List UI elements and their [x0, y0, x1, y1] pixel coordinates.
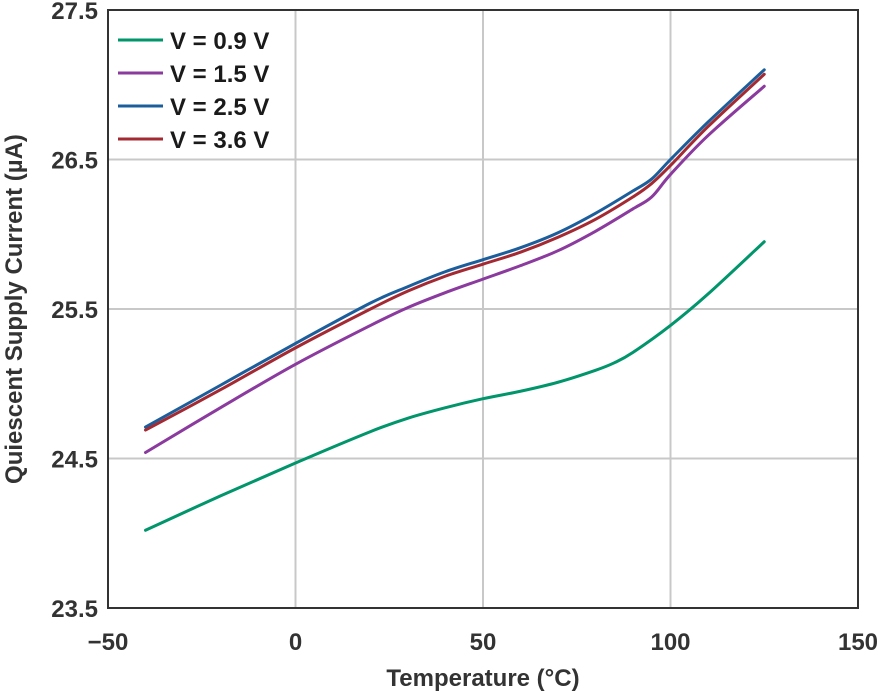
x-tick-label: −50 [88, 629, 129, 656]
x-tick-label: 0 [289, 629, 302, 656]
legend-label: V = 0.9 V [170, 28, 269, 55]
plot-frame [107, 9, 859, 609]
y-axis-label: Quiescent Supply Current (µA) [1, 134, 28, 484]
x-axis-label: Temperature (°C) [386, 665, 579, 692]
series-line-3 [144, 68, 766, 429]
y-tick-labels: 23.5 24.5 25.5 26.5 27.5 [51, 0, 98, 623]
y-tick-label: 24.5 [51, 447, 98, 474]
y-tick-label: 27.5 [51, 0, 98, 25]
x-tick-labels: −50 0 50 100 150 [88, 629, 878, 656]
series-line-2 [144, 84, 766, 455]
series-line-4 [144, 72, 766, 432]
y-tick-label: 26.5 [51, 148, 98, 175]
x-tick-label: 100 [650, 629, 690, 656]
y-tick-label: 25.5 [51, 297, 98, 324]
legend-label: V = 2.5 V [170, 94, 269, 121]
x-tick-label: 50 [470, 629, 497, 656]
series-line-1 [144, 240, 766, 532]
legend-label: V = 1.5 V [170, 61, 269, 88]
x-tick-label: 150 [838, 629, 878, 656]
legend: V = 0.9 V V = 1.5 V V = 2.5 V V = 3.6 V [118, 28, 269, 154]
series-layer [144, 68, 766, 532]
legend-label: V = 3.6 V [170, 127, 269, 154]
y-tick-label: 23.5 [51, 596, 98, 623]
